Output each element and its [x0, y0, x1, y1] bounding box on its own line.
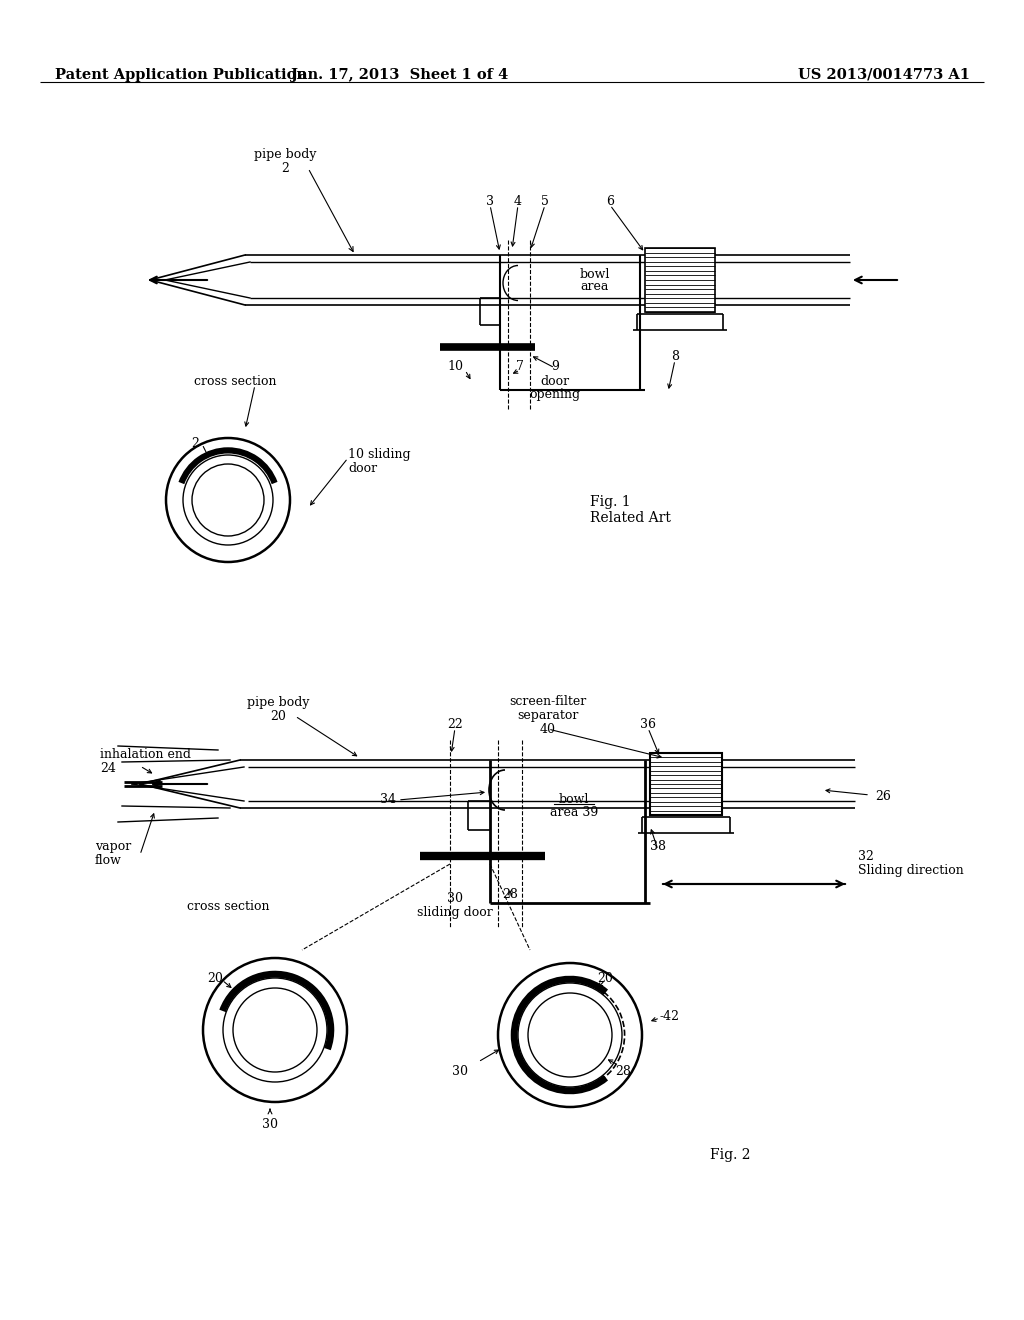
Text: -42: -42: [660, 1010, 680, 1023]
Text: 20: 20: [207, 972, 223, 985]
Text: Fig. 1: Fig. 1: [590, 495, 631, 510]
Text: pipe body: pipe body: [254, 148, 316, 161]
Text: 24: 24: [100, 762, 116, 775]
Text: 36: 36: [640, 718, 656, 731]
Text: door: door: [348, 462, 377, 475]
Text: 20: 20: [270, 710, 286, 723]
Text: 7: 7: [516, 360, 524, 374]
Text: cross section: cross section: [186, 900, 269, 913]
Text: 40: 40: [540, 723, 556, 737]
Text: area 39: area 39: [550, 807, 598, 818]
Text: 10: 10: [447, 360, 463, 374]
Text: bowl: bowl: [580, 268, 610, 281]
Text: 30: 30: [262, 1118, 278, 1131]
Text: vapor: vapor: [95, 840, 131, 853]
Text: cross section: cross section: [194, 375, 276, 388]
Text: door: door: [541, 375, 569, 388]
Text: opening: opening: [529, 388, 581, 401]
Text: flow: flow: [95, 854, 122, 867]
Text: 3: 3: [486, 195, 494, 209]
Text: Fig. 2: Fig. 2: [710, 1148, 751, 1162]
Text: 38: 38: [650, 840, 666, 853]
Text: 34: 34: [380, 793, 396, 807]
Text: 4: 4: [514, 195, 522, 209]
Text: Sliding direction: Sliding direction: [858, 865, 964, 876]
Text: 32: 32: [858, 850, 873, 863]
Text: bowl: bowl: [559, 793, 589, 807]
Text: 30: 30: [447, 892, 463, 906]
Text: sliding door: sliding door: [417, 906, 493, 919]
Text: 6: 6: [606, 195, 614, 209]
Text: 9: 9: [551, 360, 559, 374]
Text: 10 sliding: 10 sliding: [348, 447, 411, 461]
Text: 2: 2: [191, 437, 199, 450]
Text: 28: 28: [615, 1065, 631, 1078]
Text: 30: 30: [452, 1065, 468, 1078]
Text: separator: separator: [517, 709, 579, 722]
Text: 20: 20: [597, 972, 613, 985]
Text: screen-filter: screen-filter: [509, 696, 587, 708]
Text: 26: 26: [874, 789, 891, 803]
Text: 22: 22: [447, 718, 463, 731]
Text: Jan. 17, 2013  Sheet 1 of 4: Jan. 17, 2013 Sheet 1 of 4: [292, 69, 509, 82]
Bar: [650, 752, 722, 814]
Text: 28: 28: [502, 888, 518, 902]
Text: US 2013/0014773 A1: US 2013/0014773 A1: [798, 69, 970, 82]
Text: Related Art: Related Art: [590, 511, 671, 525]
Text: inhalation end: inhalation end: [100, 748, 191, 762]
Text: area: area: [581, 280, 609, 293]
Text: Patent Application Publication: Patent Application Publication: [55, 69, 307, 82]
Text: 5: 5: [541, 195, 549, 209]
Text: 2: 2: [281, 162, 289, 176]
Text: pipe body: pipe body: [247, 696, 309, 709]
Bar: [645, 248, 715, 312]
Text: 8: 8: [671, 350, 679, 363]
